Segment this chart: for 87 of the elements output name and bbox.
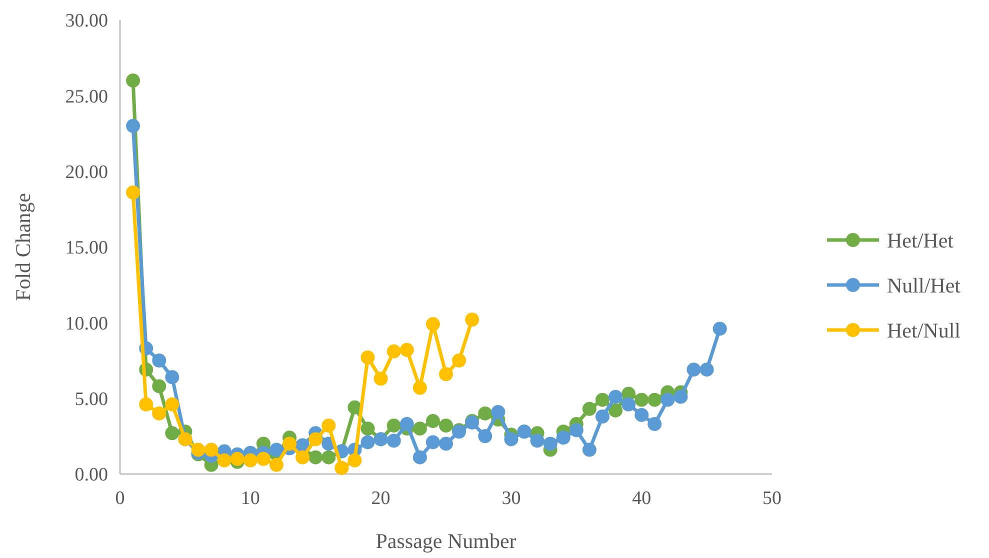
point [126,118,140,133]
x-tick-label: 50 [762,488,782,509]
point [256,452,270,466]
point [608,390,623,404]
point [439,367,453,382]
x-tick-label: 30 [502,488,521,509]
point [712,322,727,336]
point [360,422,375,436]
point [608,403,623,418]
point [269,458,284,472]
point [308,450,323,464]
y-tick-label: 20.00 [65,162,108,183]
point [308,432,323,446]
point [400,342,414,357]
point [648,392,662,407]
point [360,435,375,450]
point [582,442,596,457]
point [543,436,558,451]
x-tick-label: 40 [632,488,652,509]
y-tick-label: 0.00 [74,464,108,486]
point [374,372,388,386]
point [478,406,492,420]
point [322,450,336,464]
point [296,450,310,464]
point [452,354,466,368]
point [386,434,401,448]
point [165,370,180,384]
point [334,460,349,475]
point [648,417,662,432]
point [152,379,166,394]
x-tick-label: 0 [115,488,125,509]
y-axis-title: Fold Change [11,193,35,301]
y-tick-label: 10.00 [65,313,108,334]
point [412,450,427,464]
point [152,406,166,420]
point [386,418,401,433]
point [191,442,206,457]
point [478,429,492,444]
point [426,414,440,428]
point [660,392,675,407]
point [348,400,362,414]
point [400,417,414,432]
point [426,317,440,332]
legend-label: Null/Het [887,273,961,298]
point [439,436,453,451]
point [139,397,154,412]
point [426,435,440,450]
point [491,404,506,419]
point [686,362,701,377]
point [622,397,636,412]
point [204,442,218,457]
point [530,434,544,448]
point [569,423,584,438]
point [165,397,180,412]
point [126,74,140,88]
point [582,402,596,416]
y-tick-label: 5.00 [74,388,108,410]
x-tick-label: 20 [371,488,390,509]
point [439,418,453,433]
point [230,452,244,466]
point [282,436,297,451]
point [322,418,336,433]
point [126,186,140,200]
point [412,422,427,436]
y-tick-label: 25.00 [65,86,108,108]
x-axis-title: Passage Number [376,529,516,553]
point [700,362,714,377]
point [674,390,688,404]
point [556,430,570,445]
point [386,344,401,358]
point [465,312,480,327]
point [595,392,610,407]
y-tick-label: 15.00 [65,238,108,259]
x-tick-label: 10 [240,488,260,509]
point [348,453,362,468]
point [634,408,649,422]
legend-label: Het/Null [887,318,961,342]
point [634,392,649,407]
point [412,380,427,395]
y-tick-label: 30.00 [65,10,108,32]
point [165,426,180,440]
legend-label: Het/Het [887,228,954,252]
point [269,442,284,457]
point [152,354,166,368]
point [595,409,610,424]
point [360,350,375,364]
point [504,432,518,446]
